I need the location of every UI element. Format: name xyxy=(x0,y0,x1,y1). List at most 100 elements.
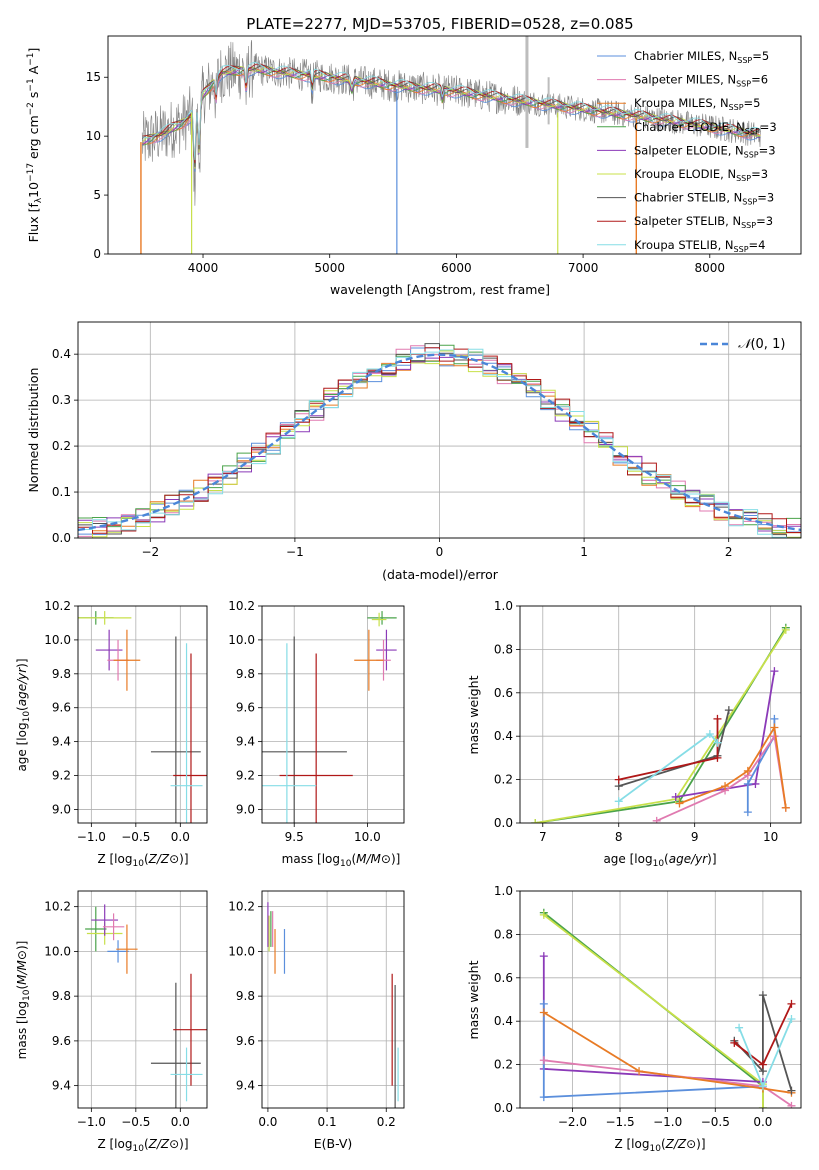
mass-weight-marker xyxy=(787,1101,796,1108)
svg-text:mass [log10(M/M⊙)]: mass [log10(M/M⊙)] xyxy=(15,941,32,1060)
x-tick-label: 6000 xyxy=(441,261,472,275)
y-tick-label: 0.6 xyxy=(494,686,513,700)
x-tick-label: 9.5 xyxy=(285,830,304,844)
y-tick-label: 10 xyxy=(86,129,101,143)
y-tick-label: 9.8 xyxy=(52,667,71,681)
y-tick-label: 10.0 xyxy=(228,944,255,958)
y-tick-label: 10.2 xyxy=(44,599,71,613)
axis-ticks-6: −1.0 −0.5 0.0 9.4 9.6 9.8 10.0 10.2 xyxy=(44,900,190,1129)
y-tick-label: 9.6 xyxy=(52,1034,71,1048)
mass-weight-marker xyxy=(713,738,722,747)
legend-label: Chabrier STELIB, NSSP=3 xyxy=(634,191,774,207)
x-tick-label: 5000 xyxy=(314,261,345,275)
x-tick-label: 4000 xyxy=(188,261,219,275)
y-tick-label: 9.0 xyxy=(52,802,71,816)
legend-label: Salpeter MILES, NSSP=6 xyxy=(634,73,768,89)
axis-ticks-8: −2.0 −1.5 −1.0 −0.5 0.0 0.0 0.2 0.4 0.6 0.8 1.0 xyxy=(494,884,773,1129)
mass-weight-line xyxy=(733,994,793,1091)
mass-weight-marker xyxy=(781,625,790,634)
legend-label: Chabrier ELODIE, NSSP=3 xyxy=(634,120,777,136)
mass-weight-marker xyxy=(770,667,779,676)
gaussian-reference xyxy=(78,353,801,532)
axis-ticks-4: 9.5 10.0 9.0 9.2 9.4 9.6 9.8 10.0 10.2 xyxy=(228,599,380,844)
mass-weight-marker xyxy=(539,1008,548,1017)
axes-frame-2 xyxy=(77,321,802,539)
x-tick-label: 0.0 xyxy=(171,1115,190,1129)
mass-weight-line xyxy=(543,1011,792,1094)
mass-weight-marker xyxy=(758,1060,767,1069)
mass-weight-marker xyxy=(781,803,790,812)
x-tick-label: 7000 xyxy=(568,261,599,275)
y-tick-label: 10.2 xyxy=(228,599,255,613)
x-tick-label: 0 xyxy=(436,545,444,559)
legend-label: Chabrier MILES, NSSP=5 xyxy=(634,49,769,65)
x-axis-label: E(B-V) xyxy=(314,1136,353,1151)
mass-weight-marker xyxy=(751,779,760,788)
y-tick-label: 5 xyxy=(93,188,101,202)
axis-ticks-5: 7 8 9 10 0.0 0.2 0.4 0.6 0.8 1.0 xyxy=(494,599,778,844)
mass-weight-marker xyxy=(721,782,730,791)
y-tick-label: 9.8 xyxy=(236,989,255,1003)
panel-8: −2.0 −1.5 −1.0 −0.5 0.0 0.0 0.2 0.4 0.6 0.8 1.0 Z [… xyxy=(466,884,802,1154)
x-tick-label: 0.0 xyxy=(258,1115,277,1129)
mass-weight-marker xyxy=(770,714,779,723)
plot-area-7 xyxy=(267,902,399,1108)
panel-6: −1.0 −0.5 0.0 9.4 9.6 9.8 10.0 10.2 Z [log10(Z/Z… xyxy=(15,890,208,1154)
y-tick-label: 9.8 xyxy=(52,989,71,1003)
x-tick-label: −1 xyxy=(286,545,304,559)
mass-weight-marker xyxy=(787,1015,796,1024)
x-tick-label: 1 xyxy=(580,545,588,559)
mass-weight-marker xyxy=(724,706,733,715)
mass-weight-marker xyxy=(743,766,752,775)
axis-ticks-2: −2 −1 0 1 2 0.0 0.1 0.2 0.3 0.4 xyxy=(52,347,733,559)
mass-weight-marker xyxy=(758,1104,767,1108)
mass-weight-marker xyxy=(713,753,722,762)
axes-frame-6 xyxy=(77,890,208,1109)
x-tick-label: −0.5 xyxy=(121,830,150,844)
x-axis-label: wavelength [Angstrom, rest frame] xyxy=(330,282,550,297)
panel-4: 9.5 10.0 9.0 9.2 9.4 9.6 9.8 10.0 10.2 mass [log1… xyxy=(228,599,405,869)
svg-text:Z [log10(Z/Z⊙)]: Z [log10(Z/Z⊙)] xyxy=(97,852,188,869)
axes-frame-8 xyxy=(519,890,802,1109)
x-tick-label: −1.5 xyxy=(605,1115,634,1129)
y-tick-label: 0.3 xyxy=(52,393,71,407)
y-tick-label: 9.4 xyxy=(236,1079,255,1093)
y-tick-label: 9.2 xyxy=(52,769,71,783)
y-tick-label: 0 xyxy=(93,247,101,261)
y-tick-label: 0.0 xyxy=(494,1101,513,1115)
mass-weight-marker xyxy=(787,1086,796,1095)
x-tick-label: 2 xyxy=(725,545,733,559)
y-tick-label: 9.6 xyxy=(236,701,255,715)
mass-weight-marker xyxy=(743,808,752,817)
mass-weight-line xyxy=(618,732,719,803)
y-tick-label: 0.4 xyxy=(52,347,71,361)
mass-weight-marker xyxy=(539,910,548,919)
y-tick-label: 10.0 xyxy=(228,633,255,647)
svg-text:Z [log10(Z/Z⊙)]: Z [log10(Z/Z⊙)] xyxy=(97,1137,188,1154)
axes-frame-3 xyxy=(77,605,208,824)
panel-7: 0.0 0.1 0.2 9.4 9.6 9.8 10.0 10.2 E(B-V) xyxy=(228,890,405,1151)
residual-histogram xyxy=(78,348,801,538)
mass-weight-marker xyxy=(713,714,722,723)
y-tick-label: 0.0 xyxy=(494,816,513,830)
spectrum-legend: Chabrier MILES, NSSP=5 Salpeter MILES, NS… xyxy=(597,49,777,254)
svg-text:Z [log10(Z/Z⊙)]: Z [log10(Z/Z⊙)] xyxy=(614,1137,705,1154)
legend-label: Salpeter STELIB, NSSP=3 xyxy=(634,214,773,230)
y-tick-label: 9.0 xyxy=(236,802,255,816)
plot-area-3 xyxy=(78,611,207,823)
y-tick-label: 0.4 xyxy=(494,729,513,743)
y-tick-label: 0.8 xyxy=(494,927,513,941)
mass-weight-marker xyxy=(539,1093,548,1102)
masked-region xyxy=(525,36,529,148)
x-tick-label: 0.1 xyxy=(318,1115,337,1129)
mass-weight-marker xyxy=(652,816,661,823)
y-tick-label: 0.2 xyxy=(494,1058,513,1072)
legend-label: 𝒩(0, 1) xyxy=(738,337,785,352)
axis-ticks-1: 4000 5000 6000 7000 8000 0 5 10 15 xyxy=(86,70,725,275)
legend-label: Salpeter ELODIE, NSSP=3 xyxy=(634,143,776,159)
y-axis-label: mass weight xyxy=(466,675,481,754)
axes-frame-5 xyxy=(519,605,802,824)
y-tick-label: 10.2 xyxy=(44,900,71,914)
x-tick-label: 9 xyxy=(691,830,699,844)
y-tick-label: 0.1 xyxy=(52,485,71,499)
